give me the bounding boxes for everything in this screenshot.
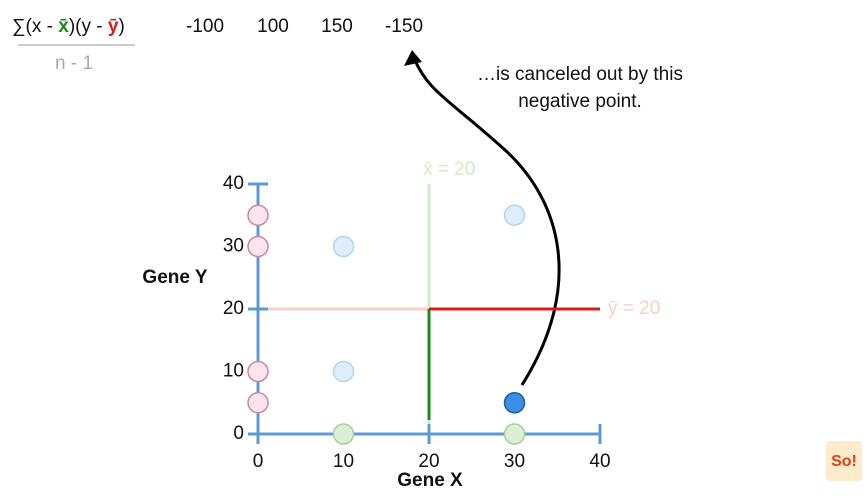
formula-part: ȳ [108,16,119,37]
formula-part: )(y - [69,16,108,37]
product-value: 150 [321,16,353,37]
x-axis-label: Gene X [397,470,463,491]
annotation: …is canceled out by this [477,64,683,85]
y-mean-label: ȳ = 20 [608,298,660,319]
formula-denominator: n - 1 [55,53,93,74]
point [247,204,269,226]
point [247,360,269,383]
formula-part: ) [118,16,124,37]
arrow-head [404,50,422,66]
formula-numerator: ∑(x - x̄)(y - ȳ) [12,16,125,37]
point [332,235,355,258]
y-tick-label: 40 [223,173,244,194]
y-axis-label: Gene Y [142,267,207,288]
y-tick-label: 0 [233,423,244,444]
logo [826,441,862,481]
product-value: -150 [385,16,423,37]
logo-text: So! [831,453,857,470]
point [503,392,526,414]
annotation: negative point. [518,91,642,112]
x-tick-label: 30 [504,451,525,472]
y-tick-label: 30 [223,236,244,257]
point [503,423,526,445]
formula-part: ∑(x - [12,16,58,37]
x-tick-label: 10 [333,451,354,472]
product-value: -100 [186,16,224,37]
point [332,360,355,383]
point [247,392,269,414]
point [332,423,355,445]
y-tick-label: 20 [223,298,244,319]
x-tick-label: 0 [253,451,264,472]
product-value: 100 [257,16,289,37]
x-mean-label: x̄ = 20 [423,159,475,180]
x-tick-label: 40 [589,451,610,472]
formula-part: x̄ [58,16,69,37]
point [503,204,526,226]
x-tick-label: 20 [418,451,439,472]
y-tick-label: 10 [223,361,244,382]
point [247,235,269,258]
